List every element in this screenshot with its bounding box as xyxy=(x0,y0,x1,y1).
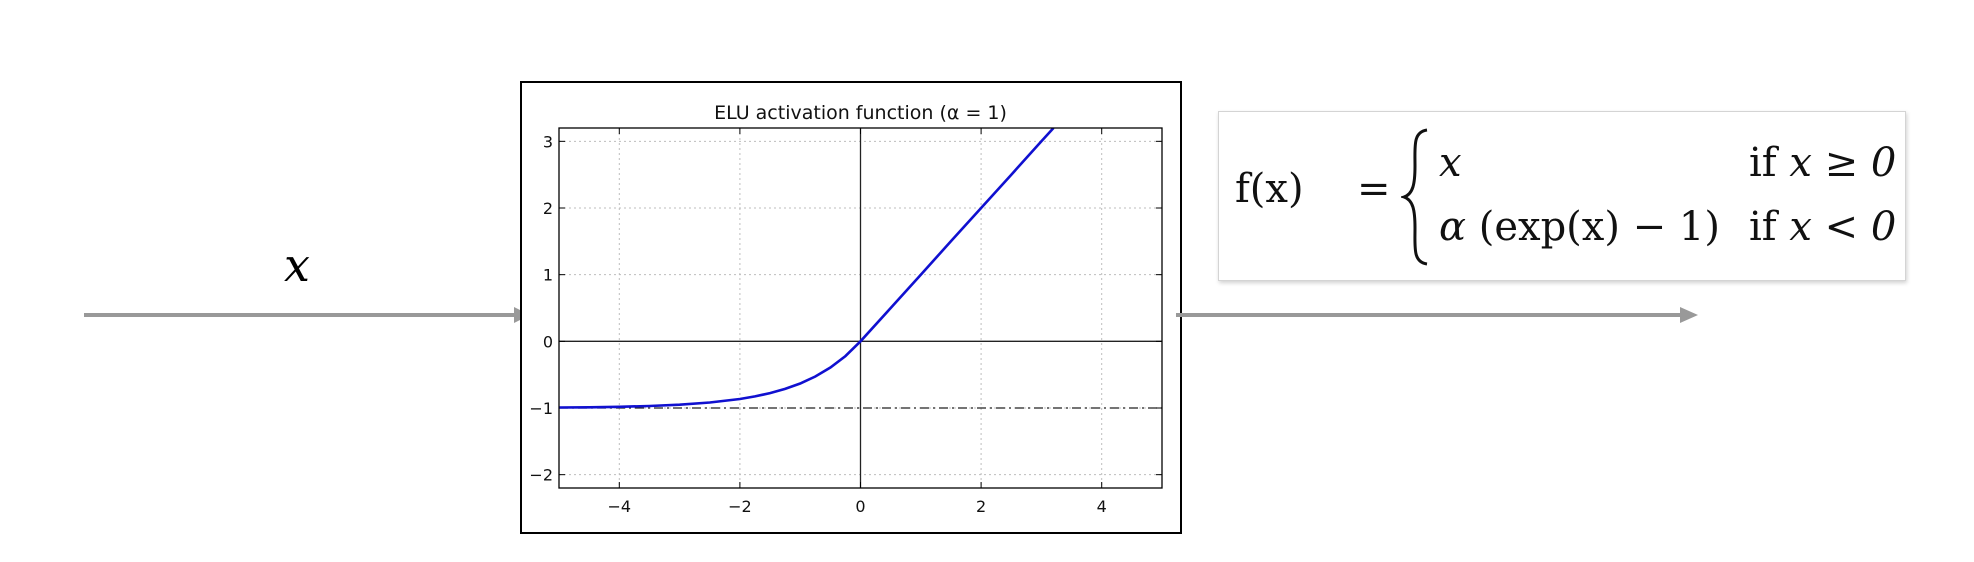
y-tick-label: 1 xyxy=(543,266,553,285)
elu-formula: f(x) = x if x ≥ 0 α (exp(x) − 1) if x < … xyxy=(1218,111,1906,281)
x-tick-label: 4 xyxy=(1097,497,1107,516)
y-tick-label: −2 xyxy=(529,466,553,485)
x-tick-label: −2 xyxy=(728,497,752,516)
x-tick-label: 2 xyxy=(976,497,986,516)
plot-frame xyxy=(558,127,1163,489)
y-tick-label: 3 xyxy=(543,132,553,151)
case2-exp-term: (exp(x) − 1) xyxy=(1478,204,1720,250)
y-tick-label: −1 xyxy=(529,399,553,418)
case1-if: if xyxy=(1749,140,1777,186)
x-tick-label: 0 xyxy=(855,497,865,516)
x-tick-label: −4 xyxy=(608,497,632,516)
input-variable-x: x xyxy=(284,238,310,292)
elu-chart: ELU activation function (α = 1) −4 −2 0 2 4 −2… xyxy=(520,81,1182,534)
case1-condition: if x ≥ 0 xyxy=(1749,140,1896,186)
case2-if: if xyxy=(1749,204,1777,250)
output-arrow xyxy=(1176,307,1698,323)
y-tick-label: 0 xyxy=(543,332,553,351)
case2-inequality: x < 0 xyxy=(1789,204,1897,250)
y-tick-label: 2 xyxy=(543,199,553,218)
left-brace-icon xyxy=(1401,128,1428,266)
case2-condition: if x < 0 xyxy=(1749,204,1896,250)
case2-alpha: α xyxy=(1439,204,1467,250)
chart-title: ELU activation function (α = 1) xyxy=(714,102,1007,124)
formula-lhs: f(x) xyxy=(1235,166,1304,212)
elu-chart-svg: ELU activation function (α = 1) −4 −2 0 2 4 −2… xyxy=(529,102,1163,516)
case1-expression: x xyxy=(1439,140,1462,186)
case2-expression: α (exp(x) − 1) xyxy=(1439,204,1720,250)
formula-equals: = xyxy=(1357,166,1391,212)
elu-curve xyxy=(559,128,1055,409)
case1-inequality: x ≥ 0 xyxy=(1789,140,1897,186)
input-arrow xyxy=(84,307,530,323)
